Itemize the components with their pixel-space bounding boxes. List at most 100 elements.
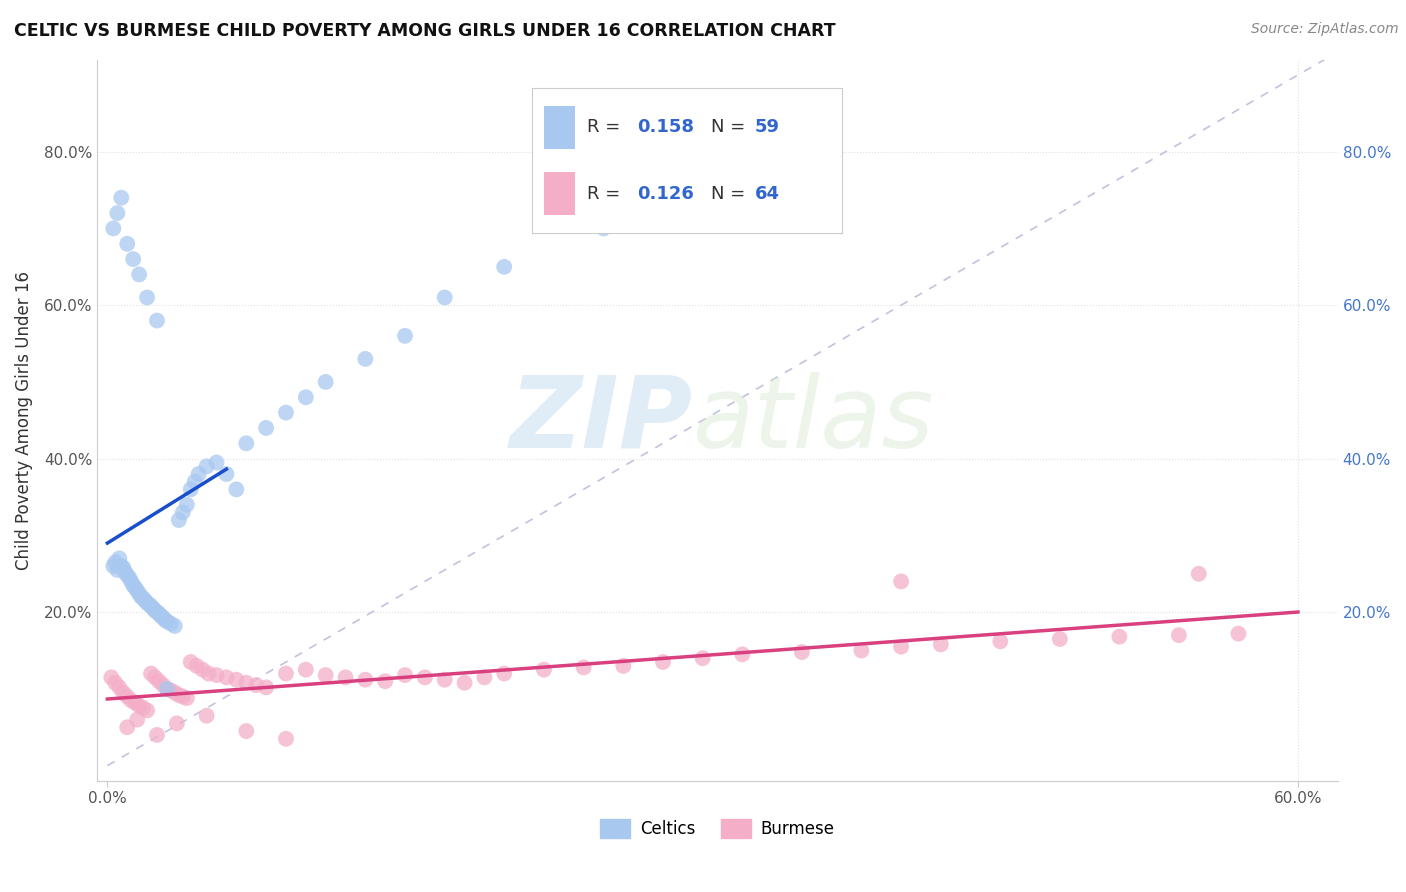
Point (115, 236, 138, 251)
Point (433, 291, 456, 305)
Point (394, 329, 416, 343)
Point (1049, 632, 1071, 646)
Point (245, 678, 267, 692)
Point (172, 690, 194, 704)
Point (128, 587, 150, 601)
Point (205, 668, 228, 682)
Point (108, 551, 131, 566)
Point (172, 505, 194, 519)
Point (152, 678, 174, 692)
Point (139, 666, 162, 681)
Point (197, 666, 219, 681)
Text: ZIP: ZIP (510, 372, 693, 469)
Point (136, 291, 159, 305)
Point (533, 663, 555, 677)
Point (128, 268, 150, 282)
Point (176, 691, 198, 706)
Point (274, 666, 297, 681)
Point (1108, 630, 1130, 644)
Point (120, 574, 142, 589)
Point (146, 313, 169, 327)
Point (132, 591, 155, 606)
Point (114, 566, 136, 580)
Point (152, 610, 174, 624)
Point (374, 674, 396, 689)
Point (127, 713, 149, 727)
Legend: Celtics, Burmese: Celtics, Burmese (593, 813, 841, 845)
Point (235, 724, 257, 739)
Point (254, 421, 277, 435)
Point (118, 571, 141, 585)
Point (143, 604, 166, 618)
Point (160, 683, 183, 698)
Point (167, 688, 190, 702)
Point (146, 728, 169, 742)
Point (295, 663, 318, 677)
Point (186, 658, 208, 673)
Point (315, 668, 337, 682)
Point (225, 483, 247, 497)
Point (153, 613, 176, 627)
Point (731, 648, 754, 662)
Point (139, 599, 162, 613)
Point (494, 666, 516, 681)
Point (354, 673, 377, 687)
Point (112, 686, 135, 700)
Point (103, 221, 125, 235)
Point (180, 483, 202, 497)
Point (120, 693, 142, 707)
Point (453, 675, 475, 690)
Point (315, 375, 337, 389)
Point (225, 673, 247, 687)
Point (235, 436, 257, 450)
Point (692, 651, 714, 665)
Point (890, 574, 912, 589)
Point (122, 578, 145, 592)
Point (149, 609, 172, 624)
Point (592, 221, 614, 235)
Point (148, 674, 170, 689)
Point (195, 459, 218, 474)
Point (104, 675, 127, 690)
Point (354, 351, 377, 366)
Point (156, 615, 179, 629)
Point (160, 616, 183, 631)
Point (163, 619, 186, 633)
Point (103, 559, 125, 574)
Point (394, 668, 416, 682)
Point (124, 581, 146, 595)
Point (134, 593, 156, 607)
Point (128, 698, 150, 713)
Point (127, 583, 149, 598)
Point (215, 467, 238, 481)
Point (274, 406, 297, 420)
Point (136, 703, 159, 717)
Point (790, 645, 813, 659)
Point (183, 475, 205, 489)
Point (115, 720, 138, 734)
Point (115, 568, 138, 582)
Point (572, 660, 595, 674)
Point (929, 637, 952, 651)
Point (100, 670, 122, 684)
Point (195, 708, 218, 723)
Point (295, 390, 318, 404)
Point (205, 455, 228, 469)
Point (108, 681, 131, 695)
Y-axis label: Child Poverty Among Girls Under 16: Child Poverty Among Girls Under 16 (15, 271, 32, 570)
Point (254, 681, 277, 695)
Text: CELTIC VS BURMESE CHILD POVERTY AMONG GIRLS UNDER 16 CORRELATION CHART: CELTIC VS BURMESE CHILD POVERTY AMONG GI… (14, 22, 835, 40)
Point (156, 681, 179, 696)
Point (104, 555, 127, 569)
Point (163, 686, 186, 700)
Point (166, 716, 188, 731)
Point (148, 607, 170, 621)
Point (890, 640, 912, 654)
Point (105, 206, 128, 220)
Point (142, 601, 165, 615)
Point (129, 590, 152, 604)
Point (187, 467, 209, 481)
Point (1188, 566, 1211, 581)
Point (433, 673, 456, 687)
Point (105, 563, 128, 577)
